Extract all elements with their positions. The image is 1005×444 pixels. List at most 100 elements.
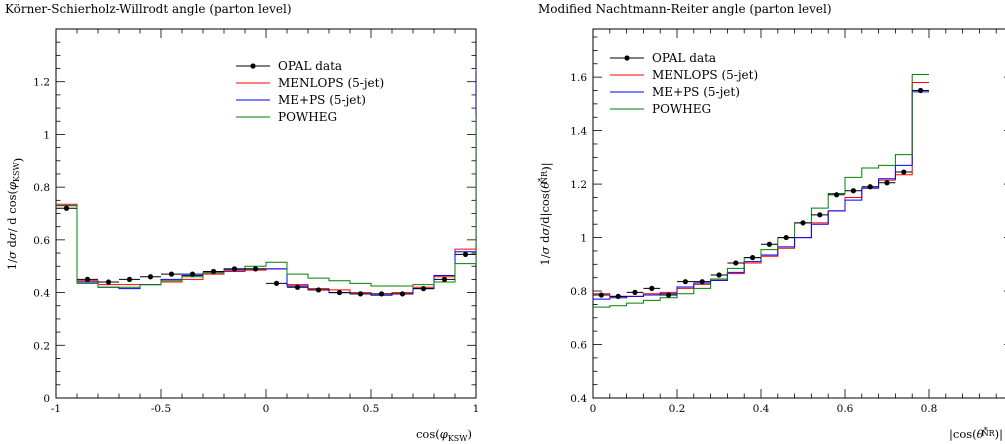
legend-marker: [624, 55, 629, 60]
y-tick-label: 1: [580, 233, 587, 245]
data-point-marker: [400, 291, 405, 296]
data-point: [203, 269, 224, 274]
data-point-marker: [683, 279, 688, 284]
data-point: [711, 272, 728, 277]
chart-panel-1: Körner-Schierholz-Willrodt angle (parton…: [5, 2, 479, 443]
x-tick-label: 0.4: [753, 403, 770, 415]
legend-label: POWHEG: [278, 110, 337, 124]
legend-label: ME+PS (5-jet): [652, 85, 740, 99]
x-axis-label: |cos(θ*NR)|: [949, 426, 1003, 442]
data-point: [56, 206, 77, 211]
data-point-marker: [700, 279, 705, 284]
data-point-marker: [666, 292, 671, 297]
legend-label: OPAL data: [278, 59, 342, 73]
data-point: [643, 286, 660, 291]
chart-title: Modified Nachtmann-Reiter angle (parton …: [538, 2, 832, 16]
y-axis-label: 1/σ dσ/ d cos(φKSW): [5, 158, 25, 271]
data-point-marker: [232, 266, 237, 271]
y-tick-label: 0: [43, 393, 50, 405]
legend-marker: [250, 63, 255, 68]
data-point: [761, 242, 778, 247]
data-point-marker: [253, 266, 258, 271]
data-point: [727, 260, 744, 265]
data-point: [879, 180, 896, 185]
data-point-marker: [632, 290, 637, 295]
legend-label: ME+PS (5-jet): [278, 93, 366, 107]
data-point-marker: [106, 279, 111, 284]
data-point-marker: [190, 272, 195, 277]
data-point-marker: [733, 260, 738, 265]
data-point: [811, 212, 828, 217]
x-tick-label: 0.8: [921, 403, 938, 415]
data-point-marker: [274, 281, 279, 286]
data-point-marker: [901, 169, 906, 174]
data-point: [182, 272, 203, 277]
data-point: [778, 235, 795, 240]
data-point-marker: [599, 292, 604, 297]
y-tick-label: 0.2: [33, 340, 50, 352]
data-point-marker: [884, 180, 889, 185]
data-point-marker: [800, 220, 805, 225]
plot-area: [56, 69, 476, 297]
x-tick-label: -0.5: [151, 403, 171, 415]
data-point: [795, 220, 812, 225]
data-point-marker: [834, 192, 839, 197]
data-point-marker: [316, 287, 321, 292]
data-point: [98, 279, 119, 284]
legend-label: POWHEG: [652, 102, 711, 116]
data-point: [245, 266, 266, 271]
chart-panel-2: Modified Nachtmann-Reiter angle (parton …: [537, 2, 1005, 442]
series-line: [56, 69, 476, 294]
data-point: [266, 281, 287, 286]
data-point-marker: [767, 242, 772, 247]
data-point-marker: [851, 188, 856, 193]
data-point-marker: [918, 88, 923, 93]
x-tick-label: 0: [590, 403, 597, 415]
y-tick-label: 0.6: [570, 340, 587, 352]
data-point-marker: [421, 286, 426, 291]
data-point-marker: [85, 277, 90, 282]
y-tick-label: 1: [43, 129, 50, 141]
legend: OPAL data MENLOPS (5-jet) ME+PS (5-jet) POW…: [236, 59, 384, 124]
y-tick-label: 0.8: [33, 182, 50, 194]
legend-label: MENLOPS (5-jet): [278, 76, 384, 90]
data-point: [455, 252, 476, 257]
data-point-marker: [358, 291, 363, 296]
data-point-marker: [295, 285, 300, 290]
x-tick-label: 0.5: [363, 403, 380, 415]
y-tick-label: 0.6: [33, 235, 50, 247]
data-point-marker: [784, 235, 789, 240]
y-tick-label: 1.2: [33, 77, 50, 89]
x-tick-label: 0: [263, 403, 270, 415]
y-tick-label: 0.4: [33, 288, 50, 300]
legend-label: OPAL data: [652, 51, 716, 65]
data-point-marker: [148, 274, 153, 279]
data-point: [413, 286, 434, 291]
data-point: [895, 169, 912, 174]
data-point: [308, 287, 329, 292]
x-tick-label: 1: [473, 403, 480, 415]
series-line: [56, 71, 476, 295]
data-point: [434, 277, 455, 282]
data-point: [119, 277, 140, 282]
y-tick-label: 1.4: [570, 126, 587, 138]
y-axis-label: 1/σ dσ/d|cos(θ*NR)|: [537, 162, 554, 265]
legend: OPAL data MENLOPS (5-jet) ME+PS (5-jet) POW…: [610, 51, 758, 116]
x-axis-label: cos(φKSW): [416, 427, 472, 443]
data-point-marker: [616, 294, 621, 299]
data-point: [677, 279, 694, 284]
plot-frame: [56, 29, 476, 398]
series-line: [593, 92, 929, 299]
data-point: [161, 272, 182, 277]
data-point-marker: [442, 277, 447, 282]
series-line: [56, 115, 476, 288]
data-point-marker: [211, 269, 216, 274]
data-point: [350, 291, 371, 296]
data-point-marker: [337, 290, 342, 295]
chart-title: Körner-Schierholz-Willrodt angle (parton…: [5, 2, 292, 16]
legend-label: MENLOPS (5-jet): [652, 68, 758, 82]
data-point-marker: [463, 252, 468, 257]
y-tick-label: 0.4: [570, 393, 587, 405]
data-point-marker: [817, 212, 822, 217]
x-tick-label: 0.6: [837, 403, 854, 415]
